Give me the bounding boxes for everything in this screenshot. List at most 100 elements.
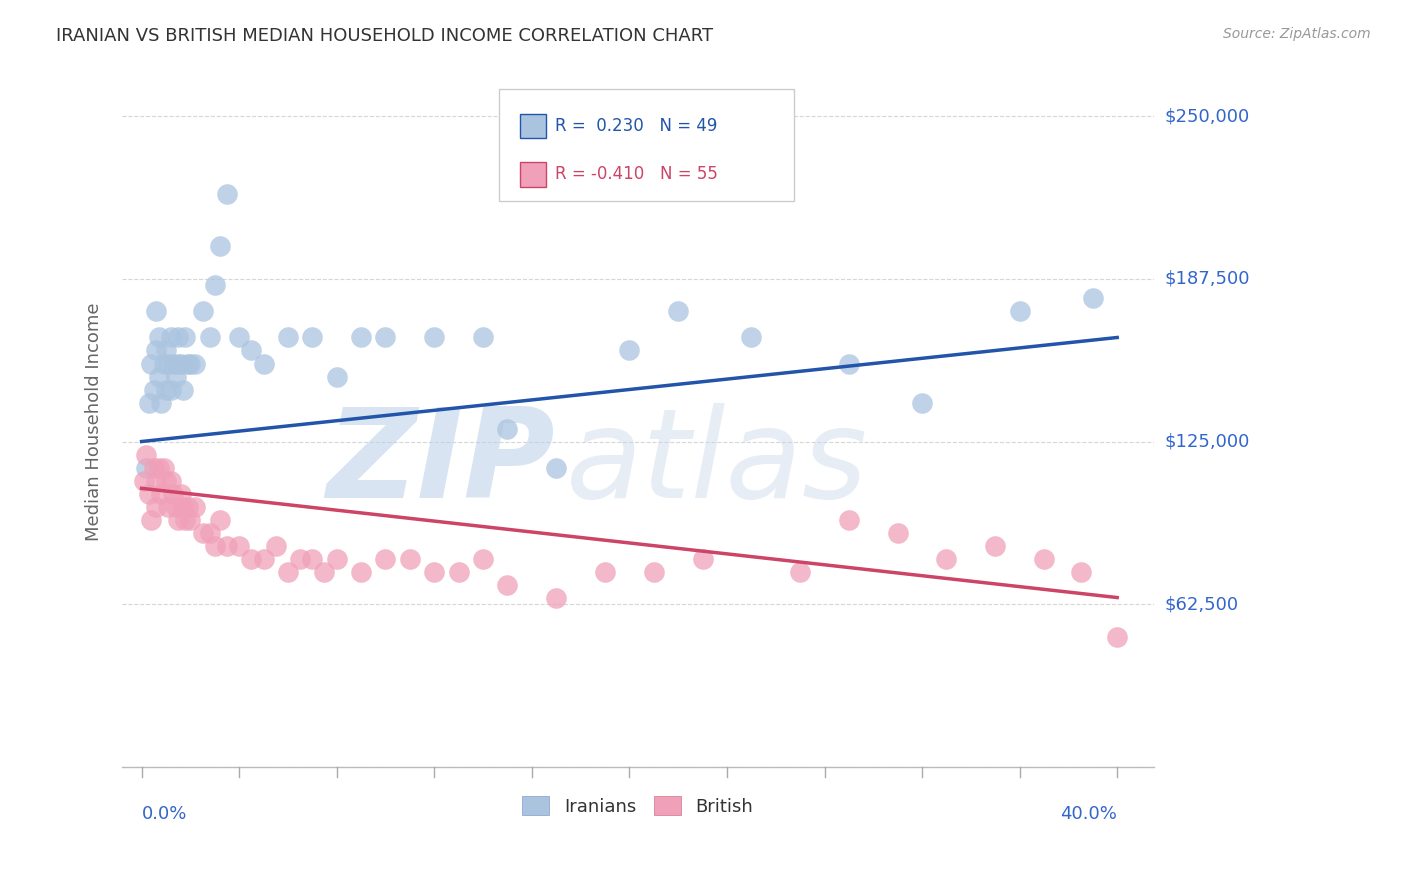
Point	[1107, 630, 1129, 644]
Point	[172, 383, 194, 397]
Point	[314, 565, 336, 579]
Point	[374, 551, 396, 566]
Point	[496, 577, 519, 591]
Point	[325, 551, 347, 566]
Point	[911, 395, 934, 409]
Point	[174, 512, 197, 526]
Point	[169, 357, 191, 371]
Point	[204, 539, 226, 553]
Text: 40.0%: 40.0%	[1060, 805, 1118, 823]
Point	[740, 330, 762, 344]
Point	[198, 525, 221, 540]
Point	[789, 565, 811, 579]
Point	[423, 330, 446, 344]
Point	[191, 304, 214, 318]
Point	[155, 343, 177, 358]
Point	[184, 357, 207, 371]
Point	[546, 591, 568, 605]
Point	[619, 343, 641, 358]
Point	[135, 448, 157, 462]
Point	[228, 330, 250, 344]
Point	[184, 500, 207, 514]
Point	[215, 539, 238, 553]
Text: IRANIAN VS BRITISH MEDIAN HOUSEHOLD INCOME CORRELATION CHART: IRANIAN VS BRITISH MEDIAN HOUSEHOLD INCO…	[56, 27, 713, 45]
Point	[423, 565, 446, 579]
Point	[160, 383, 183, 397]
Point	[204, 278, 226, 293]
Point	[1081, 292, 1104, 306]
Point	[167, 512, 190, 526]
Point	[447, 565, 470, 579]
Point	[984, 539, 1007, 553]
Text: $62,500: $62,500	[1166, 595, 1239, 613]
Point	[160, 330, 183, 344]
Point	[145, 343, 167, 358]
Point	[277, 330, 299, 344]
Text: R =  0.230   N = 49: R = 0.230 N = 49	[555, 117, 717, 135]
Point	[145, 304, 167, 318]
Point	[145, 500, 167, 514]
Point	[301, 551, 323, 566]
Point	[399, 551, 422, 566]
Point	[838, 357, 860, 371]
Point	[643, 565, 665, 579]
Point	[132, 474, 155, 488]
Point	[145, 474, 167, 488]
Point	[472, 551, 495, 566]
Point	[167, 357, 190, 371]
Point	[252, 551, 274, 566]
Point	[157, 357, 180, 371]
Point	[141, 512, 163, 526]
Point	[472, 330, 495, 344]
Point	[838, 512, 860, 526]
Point	[215, 187, 238, 202]
Text: 0.0%: 0.0%	[142, 805, 187, 823]
Text: $125,000: $125,000	[1166, 433, 1250, 450]
Point	[1070, 565, 1092, 579]
Point	[593, 565, 616, 579]
Point	[150, 395, 173, 409]
Point	[301, 330, 323, 344]
Point	[325, 369, 347, 384]
Legend: Iranians, British: Iranians, British	[515, 789, 761, 823]
Point	[350, 330, 373, 344]
Point	[666, 304, 689, 318]
Point	[142, 460, 165, 475]
Point	[169, 486, 191, 500]
Point	[142, 383, 165, 397]
Point	[148, 460, 170, 475]
Point	[172, 500, 194, 514]
Text: ZIP: ZIP	[326, 403, 555, 524]
Point	[155, 383, 177, 397]
Y-axis label: Median Household Income: Median Household Income	[86, 302, 103, 541]
Point	[240, 551, 263, 566]
Point	[152, 460, 174, 475]
Point	[208, 512, 231, 526]
Text: $187,500: $187,500	[1166, 270, 1250, 288]
Point	[179, 512, 201, 526]
Text: Source: ZipAtlas.com: Source: ZipAtlas.com	[1223, 27, 1371, 41]
Point	[191, 525, 214, 540]
Point	[155, 474, 177, 488]
Point	[174, 330, 197, 344]
Point	[138, 395, 160, 409]
Point	[148, 330, 170, 344]
Point	[165, 500, 187, 514]
Point	[138, 486, 160, 500]
Point	[167, 330, 190, 344]
Point	[162, 486, 184, 500]
Text: $250,000: $250,000	[1166, 107, 1250, 126]
Point	[496, 421, 519, 435]
Point	[208, 239, 231, 253]
Point	[141, 357, 163, 371]
Point	[240, 343, 263, 358]
Point	[1008, 304, 1031, 318]
Point	[177, 357, 200, 371]
Point	[546, 460, 568, 475]
Point	[152, 357, 174, 371]
Point	[277, 565, 299, 579]
Point	[148, 369, 170, 384]
Text: R = -0.410   N = 55: R = -0.410 N = 55	[555, 165, 718, 183]
Point	[160, 474, 183, 488]
Point	[198, 330, 221, 344]
